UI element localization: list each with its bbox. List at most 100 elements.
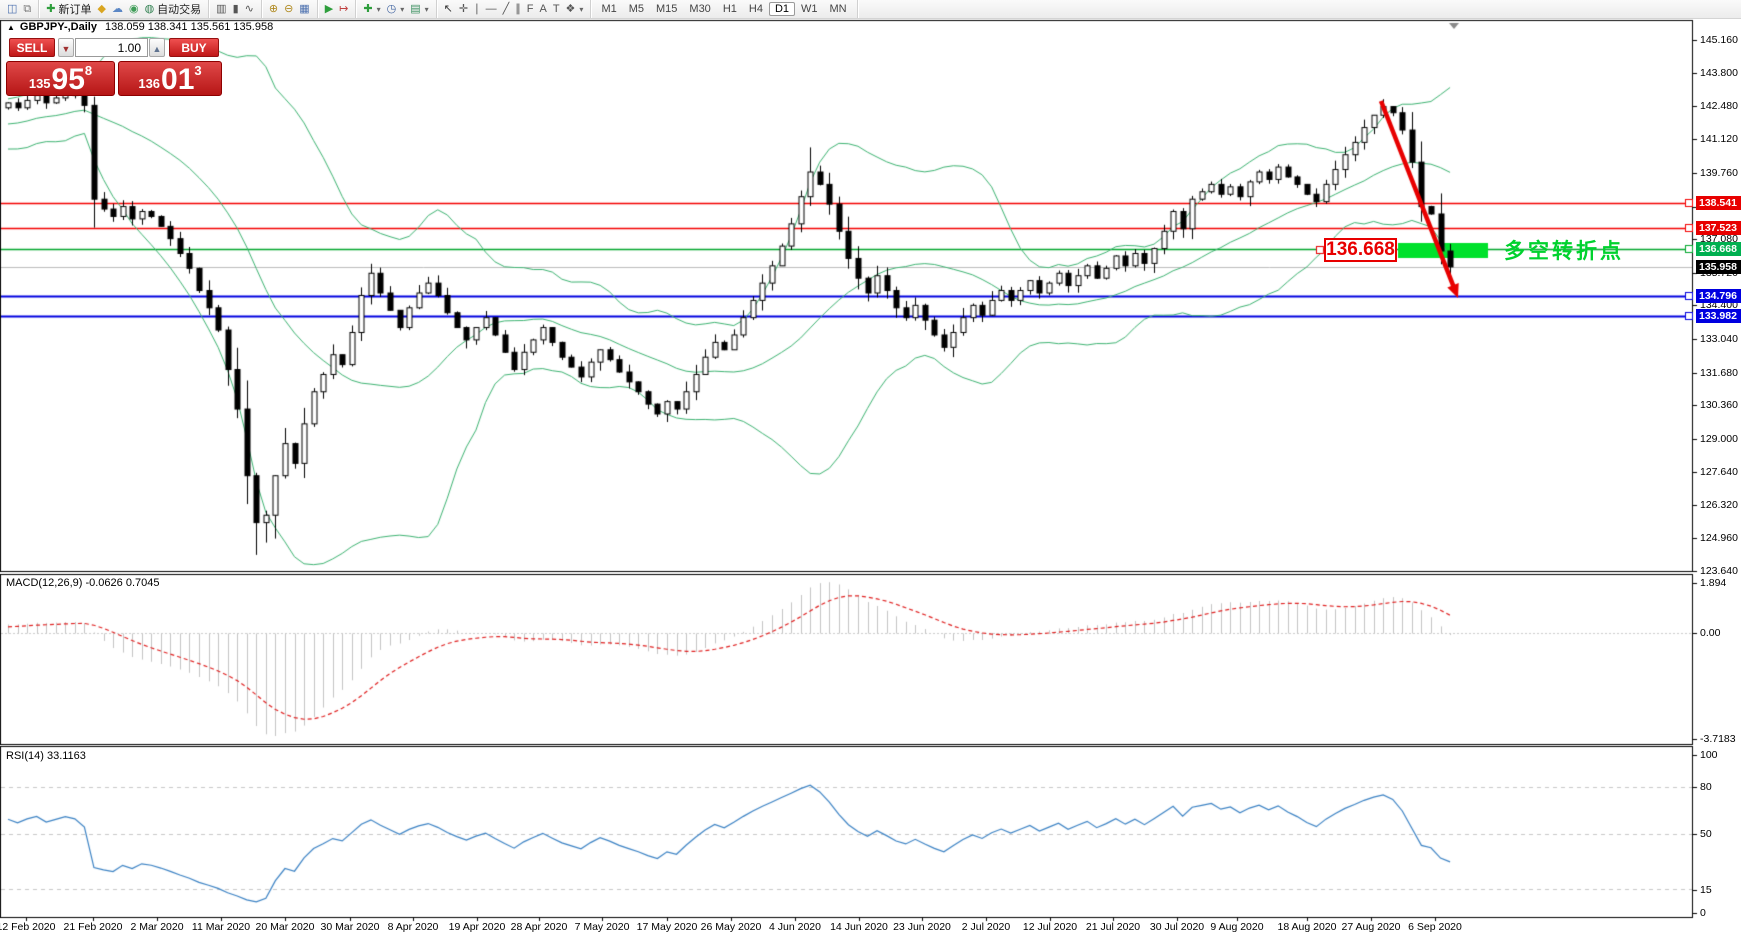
- date-axis-label: 9 Aug 2020: [1210, 921, 1264, 933]
- window-list-button[interactable]: ⧉: [20, 1, 34, 17]
- vertical-line-button[interactable]: ∣: [471, 1, 483, 17]
- price-axis-label: 126.320: [1700, 498, 1738, 511]
- date-axis-label: 30 Mar 2020: [320, 921, 380, 933]
- bar-chart-button[interactable]: ▥: [213, 1, 229, 17]
- channel-icon: ∥: [515, 3, 521, 15]
- macd-indicator-label: MACD(12,26,9) -0.0626 0.7045: [6, 577, 160, 589]
- label-button[interactable]: T: [550, 1, 563, 17]
- date-axis-label: 8 Apr 2020: [387, 921, 439, 933]
- timeframe-m15[interactable]: M15: [656, 3, 678, 15]
- timeframe-h4[interactable]: H4: [748, 3, 763, 15]
- price-axis-label: 143.800: [1700, 67, 1738, 80]
- rsi-indicator-label: RSI(14) 33.1163: [6, 750, 86, 762]
- buy-button[interactable]: BUY: [169, 38, 219, 57]
- price-line-badge: 138.541: [1696, 196, 1741, 211]
- candlestick-chart-button[interactable]: ▮: [230, 1, 242, 17]
- add-indicator-icon: ✚: [363, 3, 373, 15]
- periods-button[interactable]: ◷ ▾: [384, 1, 408, 17]
- timeframe-d1[interactable]: D1: [768, 2, 795, 16]
- zoom-in-button[interactable]: ⊕: [266, 1, 281, 17]
- chevron-down-icon: ▾: [400, 4, 405, 14]
- volume-input[interactable]: [75, 38, 148, 57]
- indicator-axis-label: 0: [1700, 907, 1706, 919]
- vertical-line-icon: ∣: [474, 3, 480, 15]
- zoom-out-button[interactable]: ⊖: [281, 1, 296, 17]
- date-axis-label: 21 Jul 2020: [1085, 921, 1141, 933]
- price-axis-label: 142.480: [1700, 99, 1738, 112]
- date-axis-label: 6 Sep 2020: [1408, 921, 1462, 933]
- templates-button[interactable]: ▤ ▾: [407, 1, 431, 17]
- auto-scroll-icon: ▶: [324, 3, 334, 15]
- chart-shift-button[interactable]: ↦: [336, 1, 351, 17]
- arrows-button[interactable]: ❖ ▾: [563, 1, 587, 17]
- date-axis-label: 18 Aug 2020: [1277, 921, 1337, 933]
- date-axis-label: 19 Apr 2020: [448, 921, 506, 933]
- timeframe-mn[interactable]: MN: [829, 3, 847, 15]
- navigator-button[interactable]: ◉: [126, 1, 142, 17]
- sell-price-big: 95: [51, 63, 85, 96]
- price-axis-label: 123.640: [1700, 565, 1738, 578]
- templates-icon: ▤: [410, 3, 421, 15]
- sell-button[interactable]: SELL: [9, 38, 55, 57]
- candlestick-chart-icon: ▮: [232, 3, 239, 15]
- navigator-icon: ◉: [128, 3, 139, 15]
- indicator-axis-label: 15: [1700, 884, 1712, 896]
- indicator-axis-label: 100: [1700, 749, 1718, 761]
- data-window-button[interactable]: ☁: [109, 1, 126, 17]
- volume-increase-button[interactable]: ▲: [149, 38, 165, 57]
- fibonacci-icon: F: [526, 3, 534, 15]
- price-axis-label: 145.160: [1700, 33, 1738, 46]
- timeframe-w1[interactable]: W1: [801, 3, 818, 15]
- timeframe-m30[interactable]: M30: [689, 3, 711, 15]
- market-watch-button[interactable]: ◆: [94, 1, 108, 17]
- sell-price-panel[interactable]: 135 95 8: [6, 61, 115, 96]
- collapse-icon[interactable]: ▲: [7, 23, 15, 32]
- timeframe-m1[interactable]: M1: [601, 3, 617, 15]
- periods-icon: ◷: [386, 3, 397, 15]
- cursor-button[interactable]: ↖: [441, 1, 456, 17]
- line-chart-icon: ∿: [244, 3, 254, 15]
- buy-price-sup: 3: [194, 63, 202, 78]
- timeframe-m5[interactable]: M5: [628, 3, 644, 15]
- new-order-button[interactable]: ✚ 新订单: [43, 1, 94, 17]
- channel-button[interactable]: ∥: [512, 1, 524, 17]
- price-axis-label: 127.640: [1700, 466, 1738, 479]
- auto-trading-icon: ◍: [144, 3, 155, 15]
- indicator-axis-label: 0.00: [1700, 627, 1721, 639]
- price-axis-label: 131.680: [1700, 366, 1738, 379]
- timeframe-h1[interactable]: H1: [722, 3, 737, 15]
- new-order-icon: ✚: [46, 3, 56, 15]
- date-axis-label: 2 Jul 2020: [961, 921, 1011, 933]
- text-button[interactable]: A: [536, 1, 549, 17]
- date-axis-label: 21 Feb 2020: [63, 921, 123, 933]
- trendline-icon: ╱: [502, 3, 510, 15]
- volume-decrease-button[interactable]: ▼: [58, 38, 74, 57]
- horizontal-line-button[interactable]: —: [483, 1, 500, 17]
- price-line-badge: 135.958: [1696, 259, 1741, 274]
- toolbar: ◫ ⧉ ✚ 新订单 ◆ ☁ ◉ ◍ 自动交易 ▥ ▮ ∿ ⊕ ⊖ ▦ ▶ ↦ ✚ ▾ ◷ ▾ ▤ ▾ ↖ ✛ ∣ — ╱ ∥ F A T ❖ ▾ M…: [0, 0, 1741, 19]
- date-axis-label: 23 Jun 2020: [893, 921, 951, 933]
- triangle-down-icon: ▼: [61, 44, 71, 54]
- trendline-button[interactable]: ╱: [500, 1, 513, 17]
- date-axis-label: 17 May 2020: [636, 921, 698, 933]
- crosshair-button[interactable]: ✛: [456, 1, 471, 17]
- auto-trading-button[interactable]: ◍ 自动交易: [142, 1, 205, 17]
- tile-windows-icon: ▦: [299, 3, 310, 15]
- add-indicator-button[interactable]: ✚ ▾: [360, 1, 383, 17]
- fibonacci-button[interactable]: F: [524, 1, 537, 17]
- auto-scroll-button[interactable]: ▶: [322, 1, 336, 17]
- date-axis-label: 27 Aug 2020: [1341, 921, 1401, 933]
- date-axis-label: 12 Feb 2020: [0, 921, 56, 933]
- line-chart-button[interactable]: ∿: [242, 1, 257, 17]
- price-line-badge: 134.796: [1696, 288, 1741, 303]
- sell-price-prefix: 135: [28, 76, 51, 91]
- new-order-button-label: 新订单: [58, 4, 92, 16]
- price-callout-box: 136.668: [1324, 238, 1397, 262]
- tile-windows-button[interactable]: ▦: [296, 1, 312, 17]
- buy-price-panel[interactable]: 136 01 3: [118, 61, 222, 96]
- ohlc-values: 138.059 138.341 135.561 135.958: [104, 21, 274, 33]
- new-chart-button[interactable]: ◫: [4, 1, 20, 17]
- date-axis-label: 30 Jul 2020: [1149, 921, 1205, 933]
